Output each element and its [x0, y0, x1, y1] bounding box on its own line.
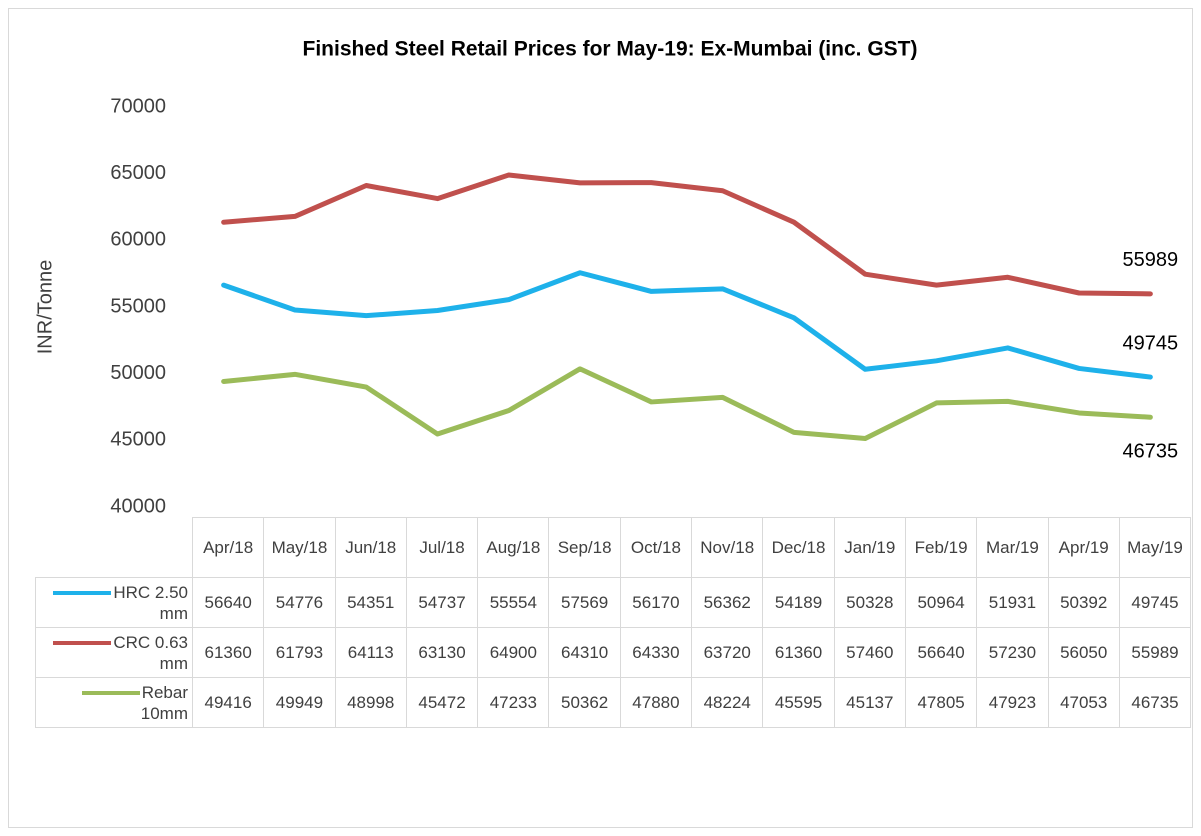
table-value: 56050: [1047, 627, 1120, 678]
table-value: 63130: [405, 627, 479, 678]
table-value: 45595: [762, 677, 835, 728]
series-line: [221, 366, 1153, 442]
table-value: 48224: [691, 677, 764, 728]
y-tick-label: 70000: [110, 95, 166, 117]
y-tick-label: 65000: [110, 162, 166, 184]
table-value: 56640: [904, 627, 978, 678]
data-label: 55989: [1123, 249, 1179, 271]
table-value: 63720: [691, 627, 764, 678]
table-value: 50362: [548, 677, 621, 728]
table-value: 56640: [191, 577, 265, 628]
table-corner: [36, 518, 193, 578]
table-value: 54189: [762, 577, 835, 628]
legend-key: [53, 591, 112, 596]
table-value: 57460: [833, 627, 906, 678]
series-line: [221, 270, 1153, 380]
series-line: [221, 172, 1153, 297]
legend-key: [53, 641, 112, 646]
table-value: 50964: [904, 577, 978, 628]
table-value: 49745: [1118, 577, 1192, 628]
table-value: 47805: [904, 677, 978, 728]
table-value: 46735: [1118, 677, 1192, 728]
y-tick-label: 50000: [110, 362, 166, 384]
table-value: 55554: [477, 577, 550, 628]
data-table: Apr/18 May/18 Jun/18 Jul/18 Aug/18 Sep/18 Oct/…: [35, 517, 1192, 728]
table-value: 50392: [1047, 577, 1120, 628]
table-value: 51931: [976, 577, 1049, 628]
table-value: 47053: [1047, 677, 1120, 728]
legend-label: CRC 0.63 mm: [113, 632, 188, 673]
table-header-row: Apr/18 May/18 Jun/18 Jul/18 Aug/18 Sep/18 Oct/…: [36, 517, 1192, 578]
category-label: Apr/18: [191, 517, 265, 578]
category-label: Mar/19: [976, 517, 1049, 578]
table-value: 54737: [405, 577, 479, 628]
category-label: Feb/19: [904, 517, 978, 578]
category-label: Apr/19: [1047, 517, 1120, 578]
table-row: Rebar 10mm 49416 49949 48998 45472 47233 50362…: [35, 677, 1192, 728]
series-header: CRC 0.63 mm: [35, 627, 193, 678]
category-label: Sep/18: [548, 517, 621, 578]
category-label: Oct/18: [619, 517, 693, 578]
table-value: 54351: [334, 577, 407, 628]
data-label: 49745: [1123, 332, 1179, 354]
legend-label: HRC 2.50 mm: [113, 582, 188, 623]
table-value: 54776: [263, 577, 336, 628]
category-label: Nov/18: [691, 517, 764, 578]
y-tick-label: 55000: [110, 295, 166, 317]
legend-key: [81, 691, 140, 696]
category-label: Jun/18: [334, 517, 407, 578]
category-label: May/18: [263, 517, 336, 578]
table-value: 57230: [976, 627, 1049, 678]
category-label: Jan/19: [833, 517, 906, 578]
table-value: 61360: [762, 627, 835, 678]
category-label: Aug/18: [477, 517, 550, 578]
chart-title: Finished Steel Retail Prices for May-19:…: [303, 38, 918, 61]
table-value: 47923: [976, 677, 1049, 728]
table-value: 47233: [477, 677, 550, 728]
legend-label: Rebar 10mm: [140, 682, 188, 723]
table-value: 45472: [405, 677, 479, 728]
table-value: 50328: [833, 577, 906, 628]
category-label: Jul/18: [405, 517, 479, 578]
table-value: 47880: [619, 677, 693, 728]
y-tick-label: 45000: [110, 429, 166, 451]
series-header: HRC 2.50 mm: [35, 577, 193, 628]
y-tick-label: 60000: [110, 229, 166, 251]
table-value: 57569: [548, 577, 621, 628]
table-value: 48998: [334, 677, 407, 728]
table-value: 55989: [1118, 627, 1192, 678]
table-value: 61793: [263, 627, 336, 678]
series-header: Rebar 10mm: [35, 677, 193, 728]
table-value: 56362: [691, 577, 764, 628]
table-value: 64310: [548, 627, 621, 678]
table-value: 61360: [191, 627, 265, 678]
table-value: 64900: [477, 627, 550, 678]
y-tick-label: 40000: [110, 495, 166, 517]
table-value: 49949: [263, 677, 336, 728]
table-value: 45137: [833, 677, 906, 728]
y-axis-label: INR/Tonne: [34, 260, 56, 355]
table-value: 49416: [191, 677, 265, 728]
data-label: 46735: [1123, 440, 1179, 462]
table-row: HRC 2.50 mm 56640 54776 54351 54737 55554 5756…: [35, 577, 1192, 628]
table-value: 64113: [334, 627, 407, 678]
category-label: Dec/18: [762, 517, 835, 578]
table-row: CRC 0.63 mm 61360 61793 64113 63130 64900 6431…: [35, 627, 1192, 678]
table-value: 56170: [619, 577, 693, 628]
table-value: 64330: [619, 627, 693, 678]
category-label: May/19: [1118, 517, 1192, 578]
